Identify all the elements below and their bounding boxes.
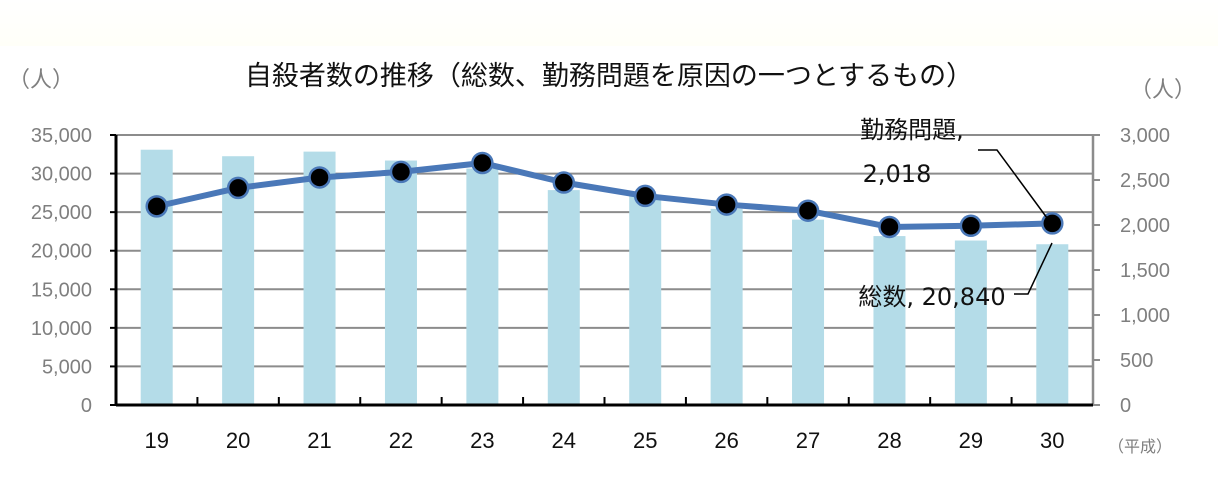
x-tick-label: 25 [633,428,657,453]
bar-19 [140,149,173,405]
x-tick-label: 28 [877,428,901,453]
left-tick-label: 0 [81,395,92,417]
marker-20 [226,176,250,200]
x-tick-label: 27 [796,428,820,453]
bar-30 [1036,244,1069,405]
bar-21 [303,151,336,405]
chart-title: 自殺者数の推移（総数、勤務問題を原因の一つとするもの） [244,61,974,92]
right-axis-unit: （人） [1130,78,1197,103]
x-era-label: （平成） [1108,437,1172,456]
marker-27 [796,199,820,222]
bar-28 [873,236,906,405]
left-tick-label: 35,000 [31,125,92,147]
axes [110,134,1100,407]
right-tick-label: 1,500 [1120,260,1170,282]
right-tick-label: 3,000 [1120,125,1170,147]
bar-27 [792,219,825,405]
x-tick-label: 26 [714,428,738,453]
x-tick-label: 30 [1040,428,1064,453]
y-axis-labels: 0 5,000 10,000 15,000 20,000 25,000 30,000 35,0… [31,125,1170,417]
work-annotation-line1: 勤務問題, [860,116,964,144]
x-tick-label: 23 [470,428,494,453]
x-axis-labels: 19 20 21 22 23 24 25 26 27 28 29 30 [144,428,1064,453]
work-leader-line [978,149,1051,223]
right-tick-label: 2,500 [1120,170,1170,192]
marker-19 [145,195,168,218]
left-tick-label: 15,000 [31,279,92,301]
top-background-band [0,0,1218,46]
bar-23 [466,168,499,405]
bar-24 [547,190,580,405]
bar-series-total [140,149,1069,405]
marker-28 [878,215,901,239]
data-annotations: 勤務問題, 2,018 総数, 20,840 [858,116,1053,311]
line-series-work-related [145,151,1064,239]
marker-23 [471,151,494,175]
right-tick-label: 1,000 [1120,305,1170,327]
left-tick-label: 5,000 [42,356,92,378]
marker-22 [389,160,413,184]
work-line [156,159,1053,230]
left-tick-label: 20,000 [31,241,92,263]
marker-25 [633,184,657,208]
marker-29 [959,214,983,238]
bar-25 [629,194,662,405]
x-tick-label: 19 [144,428,168,453]
x-tick-label: 22 [389,428,413,453]
left-tick-label: 30,000 [31,164,92,186]
marker-24 [552,171,576,194]
bar-26 [710,208,743,405]
total-leader-line [1014,242,1053,295]
gridlines [116,134,1093,368]
x-tick-label: 21 [307,428,331,453]
marker-26 [715,193,738,216]
right-tick-label: 2,000 [1120,215,1170,237]
left-tick-label: 25,000 [31,202,92,224]
right-tick-label: 0 [1120,395,1131,417]
total-annotation: 総数, 20,840 [858,283,1005,311]
x-tick-label: 24 [552,428,576,453]
x-tick-label: 29 [959,428,983,453]
right-tick-label: 500 [1120,350,1153,372]
left-axis-unit: （人） [8,68,75,93]
bar-22 [384,160,417,405]
x-tick-label: 20 [226,428,250,453]
work-annotation-line2: 2,018 [863,160,932,188]
left-tick-label: 10,000 [31,318,92,340]
marker-21 [308,166,331,189]
bar-29 [954,240,987,405]
